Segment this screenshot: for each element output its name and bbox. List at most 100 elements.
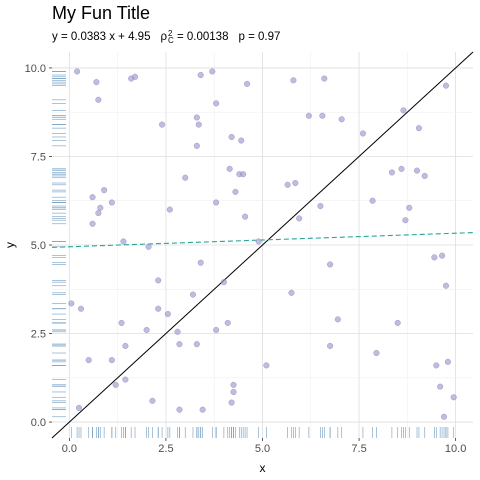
data-point [149, 397, 156, 404]
data-point [415, 125, 422, 132]
rho-subscript: C [168, 36, 174, 45]
data-point [327, 261, 334, 268]
identity-line [51, 51, 474, 439]
data-point [402, 217, 409, 224]
data-point [143, 326, 150, 333]
x-tick-label: 7.5 [351, 443, 366, 455]
data-point [359, 130, 366, 137]
data-point [338, 116, 345, 123]
data-point [284, 181, 291, 188]
data-point [108, 199, 115, 206]
data-point [155, 305, 162, 312]
data-point [238, 137, 245, 144]
p-value: p = 0.97 [238, 31, 281, 44]
data-point [197, 259, 204, 266]
data-point [213, 326, 220, 333]
y-tick-label: 5.0 [31, 240, 46, 252]
data-point [132, 73, 139, 80]
x-axis-title: x [260, 461, 266, 475]
data-point [89, 220, 96, 227]
data-point [120, 238, 127, 245]
data-point [118, 319, 125, 326]
data-point [108, 357, 115, 364]
fit-line [51, 232, 474, 248]
data-point [433, 362, 440, 369]
data-point [226, 165, 233, 172]
data-point [195, 121, 202, 128]
data-point [85, 357, 92, 364]
rho-value: = 0.00138 [173, 31, 229, 44]
data-point [77, 305, 84, 312]
data-point [442, 82, 449, 89]
data-point [373, 350, 380, 357]
data-point [176, 341, 183, 348]
data-point [174, 328, 181, 335]
data-point [398, 165, 405, 172]
y-tick-label: 10.0 [25, 63, 46, 75]
data-point [296, 215, 303, 222]
data-point [319, 112, 326, 119]
data-point [122, 342, 129, 349]
data-point [76, 404, 83, 411]
data-point [193, 114, 200, 121]
data-point [437, 383, 444, 390]
y-axis-title: y [3, 242, 17, 248]
data-point [292, 180, 299, 187]
y-tick-label: 7.5 [31, 151, 46, 163]
data-point [199, 406, 206, 413]
data-point [230, 381, 237, 388]
data-point [159, 121, 166, 128]
data-point [197, 72, 204, 79]
data-point [209, 68, 216, 75]
data-point [334, 316, 341, 323]
data-point [413, 167, 420, 174]
data-point [224, 319, 231, 326]
point-layer [68, 68, 457, 420]
data-point [193, 341, 200, 348]
data-point [327, 342, 334, 349]
axis-layer: 0.0 2.5 5.0 7.5 10.0 0.0 2.5 5.0 7.5 10.0 x y [3, 63, 466, 475]
data-point [442, 282, 449, 289]
data-point [441, 413, 448, 420]
data-point [74, 68, 81, 75]
data-point [145, 243, 152, 250]
data-point [155, 277, 162, 284]
data-point [122, 376, 129, 383]
chart-subtitle: y = 0.0383 x + 4.95 ρ2 C = 0.00138 p = 0.97 [52, 29, 281, 45]
data-point [444, 358, 451, 365]
data-point [176, 406, 183, 413]
data-point [228, 133, 235, 140]
data-point [263, 362, 270, 369]
data-point [232, 188, 239, 195]
data-point [89, 194, 96, 201]
x-tick-label: 2.5 [158, 443, 173, 455]
rho-statistic: ρ2 C = 0.00138 [160, 29, 229, 45]
data-point [95, 210, 102, 217]
data-point [182, 174, 189, 181]
data-point [228, 399, 235, 406]
data-point [242, 213, 249, 220]
data-point [213, 100, 220, 107]
data-point [369, 197, 376, 204]
rho-superscript: 2 [168, 29, 173, 38]
data-point [230, 388, 237, 395]
rho-symbol: ρ [160, 31, 168, 44]
data-point [68, 300, 75, 307]
data-point [97, 204, 104, 211]
data-point [95, 96, 102, 103]
data-point [431, 254, 438, 261]
y-tick-label: 0.0 [31, 417, 46, 429]
data-point [220, 279, 227, 286]
data-point [400, 107, 407, 114]
regression-equation: y = 0.0383 x + 4.95 [52, 31, 151, 44]
chart-title: My Fun Title [52, 3, 151, 23]
data-point [450, 394, 457, 401]
data-point [305, 112, 312, 119]
data-point [164, 311, 171, 318]
data-point [288, 289, 295, 296]
data-point [240, 171, 247, 178]
rug-layer [52, 71, 455, 438]
data-point [166, 206, 173, 213]
data-point [244, 80, 251, 87]
